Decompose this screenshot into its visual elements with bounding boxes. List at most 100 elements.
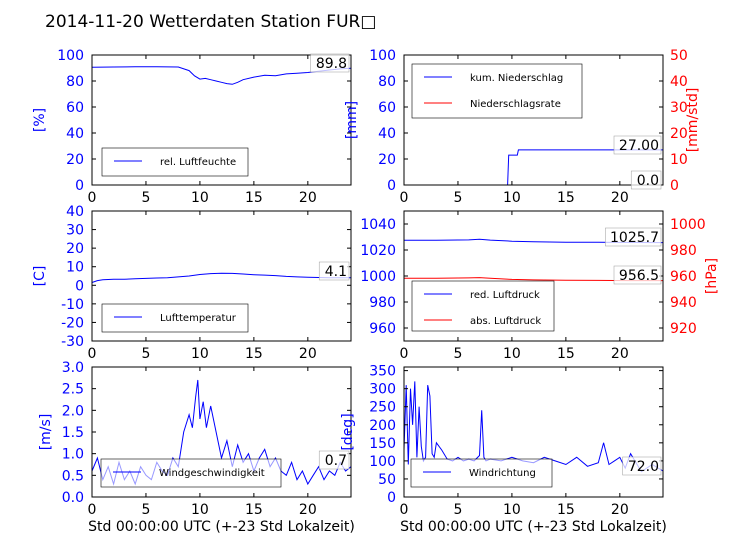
plot-frame-1: [91, 54, 352, 186]
x-tick-label: 20: [299, 346, 317, 362]
series-line-3-1: [91, 272, 351, 283]
y2-tick-label: 0: [670, 178, 679, 194]
series-line-1-1: [91, 66, 352, 85]
series-line-2-1: [404, 149, 663, 186]
y-tick-label: 30: [66, 223, 84, 239]
value-annotation: 0.7: [325, 453, 347, 469]
y-axis-label: [mm]: [344, 101, 360, 139]
plot-frame-6: [403, 366, 664, 498]
chart-panel-4: 0 5 10 15 20 960 980 1000 1020 1040 920 940 960 980 10…: [360, 210, 720, 362]
x-tick-label: 0: [400, 502, 409, 518]
y-tick-label: 0: [75, 178, 84, 194]
y-tick-label: 980: [369, 295, 396, 311]
x-tick-label: 10: [503, 502, 521, 518]
y-tick-label: 0: [75, 278, 84, 294]
series-line-6-1: [403, 381, 664, 473]
y2-tick-label: 920: [670, 321, 697, 337]
y2-tick-label: 1000: [670, 217, 706, 233]
x-tick-label: 20: [611, 190, 629, 206]
x-tick-label: 5: [453, 502, 462, 518]
y-tick-label: -10: [61, 297, 84, 313]
legend-box-2: [411, 63, 583, 119]
value-annotation: 4.1: [325, 264, 347, 280]
x-tick-label: 5: [141, 346, 150, 362]
x-tick-label: 20: [611, 502, 629, 518]
value-annotation-box: [613, 135, 662, 155]
y-tick-label: 2.5: [62, 382, 84, 398]
y-tick-label: 20: [378, 152, 396, 168]
legend-label: Niederschlagsrate: [470, 99, 561, 110]
y-tick-label: 1.5: [62, 425, 84, 441]
y-tick-label: 150: [369, 436, 396, 452]
y-tick-label: 250: [369, 400, 396, 416]
y-tick-label: 1000: [360, 269, 396, 285]
legend-label: Windgeschwindigkeit: [159, 468, 265, 479]
plot-frame-3: [91, 210, 352, 342]
x-tick-label: 15: [245, 190, 263, 206]
value-annotation: 72.0: [628, 459, 659, 475]
y-tick-label: 300: [369, 382, 396, 398]
legend-label: Windrichtung: [469, 468, 536, 479]
legend-box-3: [101, 303, 249, 333]
value-annotation-box: [318, 261, 350, 281]
value-annotation-box: [613, 265, 662, 285]
x-tick-label: 0: [88, 502, 97, 518]
y-tick-label: 0.5: [62, 468, 84, 484]
y-tick-label: 50: [378, 472, 396, 488]
x-tick-label: 5: [453, 346, 462, 362]
y2-tick-label: 980: [670, 243, 697, 259]
x-tick-label: 10: [503, 346, 521, 362]
x-tick-label: 15: [557, 190, 575, 206]
y2-tick-label: 940: [670, 295, 697, 311]
x-tick-label: 5: [141, 502, 150, 518]
y-tick-label: 100: [369, 48, 396, 64]
chart-panel-5: 0 5 10 15 20 0.0 0.5 1.0 1.5 2.0 2.5 3.0 [m/s] Std 00…: [38, 360, 355, 535]
legend-box-4: [411, 280, 555, 332]
y-tick-label: 1.0: [62, 447, 84, 463]
y-tick-label: 60: [66, 100, 84, 116]
y2-tick-label: 30: [670, 100, 688, 116]
value-annotation-box: [310, 53, 350, 73]
y-axis-label: [C]: [32, 266, 48, 287]
y2-axis-label: [mm/std]: [685, 88, 701, 153]
x-tick-label: 10: [191, 190, 209, 206]
figure-title: 2014-11-20 Wetterdaten Station FUR□: [45, 12, 376, 32]
chart-panel-3: 0 5 10 15 20 -30 -20 -10 0 10 20 30 40 [C] Lufttempera…: [32, 204, 352, 362]
y2-tick-label: 960: [670, 269, 697, 285]
x-tick-label: 0: [400, 190, 409, 206]
chart-panel-2: 0 5 10 15 20 0 20 40 60 80 100 0 10 20 30 40 50 [mm] [mm/s…: [344, 48, 701, 206]
y-tick-label: 1020: [360, 243, 396, 259]
value-annotation: 0.0: [637, 173, 659, 189]
y-tick-label: 40: [378, 126, 396, 142]
y-tick-label: 80: [378, 74, 396, 90]
y-tick-label: 100: [369, 454, 396, 470]
y-tick-label: 200: [369, 418, 396, 434]
value-annotation: 27.00: [619, 138, 659, 154]
value-annotation: 89.8: [316, 56, 347, 72]
x-tick-label: 15: [245, 346, 263, 362]
x-tick-label: 15: [557, 346, 575, 362]
x-tick-label: 5: [141, 190, 150, 206]
y2-tick-label: 50: [670, 48, 688, 64]
y-tick-label: 960: [369, 321, 396, 337]
y-tick-label: 3.0: [62, 360, 84, 376]
x-axis-label: Std 00:00:00 UTC (+-23 Std Lokalzeit): [400, 519, 667, 535]
legend-label: abs. Luftdruck: [470, 316, 541, 327]
x-tick-label: 0: [88, 190, 97, 206]
y-tick-label: 40: [66, 204, 84, 220]
legend-label: rel. Luftfeuchte: [160, 157, 236, 168]
y2-tick-label: 20: [670, 126, 688, 142]
x-tick-label: 0: [88, 346, 97, 362]
y-tick-label: 80: [66, 74, 84, 90]
y-tick-label: 40: [66, 126, 84, 142]
y-tick-label: -20: [61, 315, 84, 331]
x-tick-label: 10: [191, 502, 209, 518]
y-axis-label: [m/s]: [38, 414, 54, 451]
x-tick-label: 10: [503, 190, 521, 206]
value-annotation-box: [622, 456, 662, 476]
y-axis-label: [deg]: [340, 413, 356, 450]
x-tick-label: 0: [400, 346, 409, 362]
